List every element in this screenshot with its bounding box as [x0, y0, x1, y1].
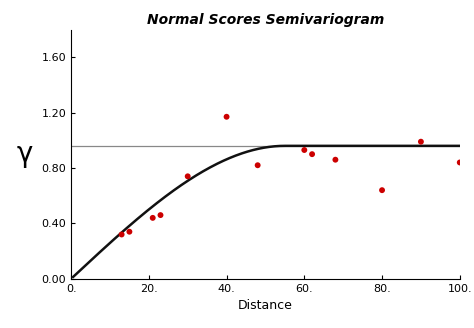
Point — [378, 188, 386, 193]
Point — [456, 160, 464, 165]
Point — [332, 157, 339, 162]
Point — [149, 215, 156, 220]
X-axis label: Distance: Distance — [238, 299, 293, 312]
Point — [417, 139, 425, 144]
Point — [254, 163, 262, 168]
Point — [118, 232, 126, 237]
Y-axis label: γ: γ — [17, 140, 33, 168]
Point — [223, 114, 230, 119]
Point — [184, 174, 191, 179]
Title: Normal Scores Semivariogram: Normal Scores Semivariogram — [147, 13, 384, 27]
Point — [126, 229, 133, 234]
Point — [308, 152, 316, 157]
Point — [157, 213, 164, 218]
Point — [301, 147, 308, 153]
